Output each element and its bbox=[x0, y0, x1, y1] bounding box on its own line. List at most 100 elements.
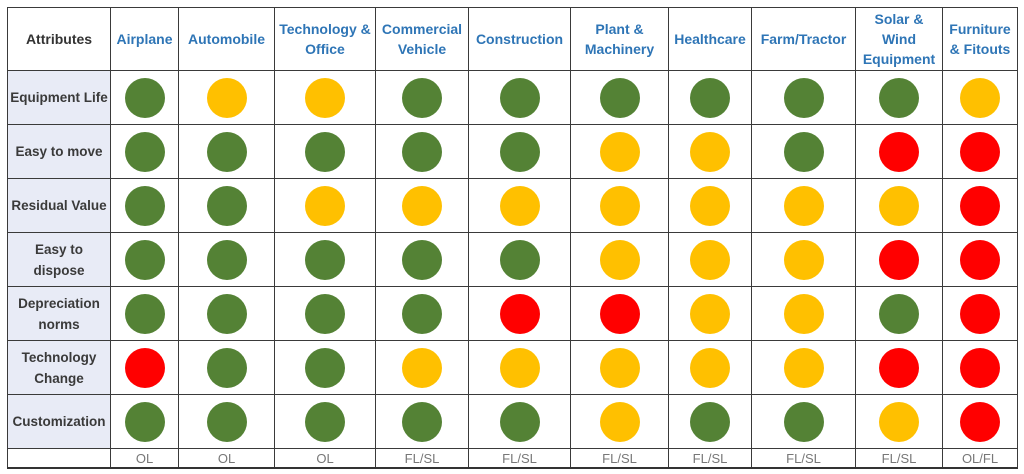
rating-cell bbox=[375, 178, 469, 233]
rating-cell bbox=[468, 178, 571, 233]
rating-cell bbox=[468, 232, 571, 287]
column-header: Airplane bbox=[110, 7, 179, 71]
rating-cell bbox=[274, 286, 376, 341]
lease-type: FL/SL bbox=[855, 448, 943, 469]
rating-cell bbox=[110, 70, 179, 125]
rating-cell bbox=[110, 286, 179, 341]
green-circle-icon bbox=[402, 293, 442, 334]
red-circle-icon bbox=[960, 185, 1000, 226]
rating-cell bbox=[751, 232, 856, 287]
rating-cell bbox=[274, 124, 376, 179]
amber-circle-icon bbox=[783, 185, 824, 226]
table-row: Residual Value bbox=[7, 178, 1018, 233]
green-circle-icon bbox=[124, 77, 165, 118]
rating-cell bbox=[274, 394, 376, 449]
lease-type: FL/SL bbox=[751, 448, 856, 469]
amber-circle-icon bbox=[305, 77, 345, 118]
green-circle-icon bbox=[206, 185, 247, 226]
rating-cell bbox=[570, 286, 669, 341]
amber-circle-icon bbox=[402, 347, 442, 388]
rating-cell bbox=[110, 340, 179, 395]
lease-type: OL bbox=[178, 448, 275, 469]
column-header: Automobile bbox=[178, 7, 275, 71]
attributes-header: Attributes bbox=[7, 7, 111, 71]
amber-circle-icon bbox=[690, 131, 730, 172]
green-circle-icon bbox=[783, 401, 824, 442]
amber-circle-icon bbox=[599, 185, 640, 226]
table-row: Equipment Life bbox=[7, 70, 1018, 125]
green-circle-icon bbox=[402, 401, 442, 442]
green-circle-icon bbox=[124, 185, 165, 226]
rating-cell bbox=[668, 124, 752, 179]
rating-cell bbox=[855, 232, 943, 287]
rating-cell bbox=[668, 340, 752, 395]
rating-cell bbox=[178, 340, 275, 395]
rating-cell bbox=[375, 70, 469, 125]
green-circle-icon bbox=[305, 131, 345, 172]
amber-circle-icon bbox=[783, 347, 824, 388]
green-circle-icon bbox=[783, 131, 824, 172]
attribute-label: Depreciation norms bbox=[7, 286, 111, 341]
green-circle-icon bbox=[499, 77, 540, 118]
green-circle-icon bbox=[690, 401, 730, 442]
rating-cell bbox=[570, 178, 669, 233]
rating-cell bbox=[375, 340, 469, 395]
green-circle-icon bbox=[305, 293, 345, 334]
table-row: Customization bbox=[7, 394, 1018, 449]
rating-cell bbox=[570, 394, 669, 449]
amber-circle-icon bbox=[783, 293, 824, 334]
attribute-label: Easy to move bbox=[7, 124, 111, 179]
green-circle-icon bbox=[402, 131, 442, 172]
red-circle-icon bbox=[960, 347, 1000, 388]
green-circle-icon bbox=[879, 293, 919, 334]
footer-row: OL OL OL FL/SL FL/SL FL/SL FL/SL FL/SL FL/SL OL/F… bbox=[7, 448, 1018, 469]
red-circle-icon bbox=[599, 293, 640, 334]
rating-cell bbox=[110, 394, 179, 449]
amber-circle-icon bbox=[690, 293, 730, 334]
rating-cell bbox=[942, 124, 1018, 179]
green-circle-icon bbox=[402, 77, 442, 118]
lease-type: FL/SL bbox=[468, 448, 571, 469]
rating-cell bbox=[274, 178, 376, 233]
red-circle-icon bbox=[879, 347, 919, 388]
rating-cell bbox=[274, 70, 376, 125]
lease-type: FL/SL bbox=[668, 448, 752, 469]
rating-cell bbox=[468, 340, 571, 395]
rating-cell bbox=[570, 70, 669, 125]
rating-cell bbox=[855, 178, 943, 233]
rating-cell bbox=[668, 394, 752, 449]
amber-circle-icon bbox=[879, 185, 919, 226]
amber-circle-icon bbox=[499, 185, 540, 226]
attributes-table: Attributes Airplane Automobile Technology … bbox=[7, 7, 1018, 469]
lease-type: FL/SL bbox=[570, 448, 669, 469]
column-header: Commercial Vehicle bbox=[375, 7, 469, 71]
green-circle-icon bbox=[206, 239, 247, 280]
rating-cell bbox=[751, 178, 856, 233]
amber-circle-icon bbox=[960, 77, 1000, 118]
rating-cell bbox=[668, 286, 752, 341]
green-circle-icon bbox=[402, 239, 442, 280]
rating-cell bbox=[178, 124, 275, 179]
amber-circle-icon bbox=[690, 347, 730, 388]
table-row: Depreciation norms bbox=[7, 286, 1018, 341]
column-header: Solar & Wind Equipment bbox=[855, 7, 943, 71]
rating-cell bbox=[570, 340, 669, 395]
rating-cell bbox=[668, 70, 752, 125]
green-circle-icon bbox=[124, 239, 165, 280]
rating-cell bbox=[274, 340, 376, 395]
red-circle-icon bbox=[499, 293, 540, 334]
amber-circle-icon bbox=[690, 185, 730, 226]
green-circle-icon bbox=[206, 131, 247, 172]
amber-circle-icon bbox=[402, 185, 442, 226]
rating-cell bbox=[668, 178, 752, 233]
green-circle-icon bbox=[206, 347, 247, 388]
lease-type: OL bbox=[110, 448, 179, 469]
column-header: Farm/Tractor bbox=[751, 7, 856, 71]
rating-cell bbox=[855, 70, 943, 125]
red-circle-icon bbox=[879, 131, 919, 172]
amber-circle-icon bbox=[499, 347, 540, 388]
rating-cell bbox=[178, 394, 275, 449]
green-circle-icon bbox=[206, 293, 247, 334]
green-circle-icon bbox=[783, 77, 824, 118]
attribute-label: Residual Value bbox=[7, 178, 111, 233]
